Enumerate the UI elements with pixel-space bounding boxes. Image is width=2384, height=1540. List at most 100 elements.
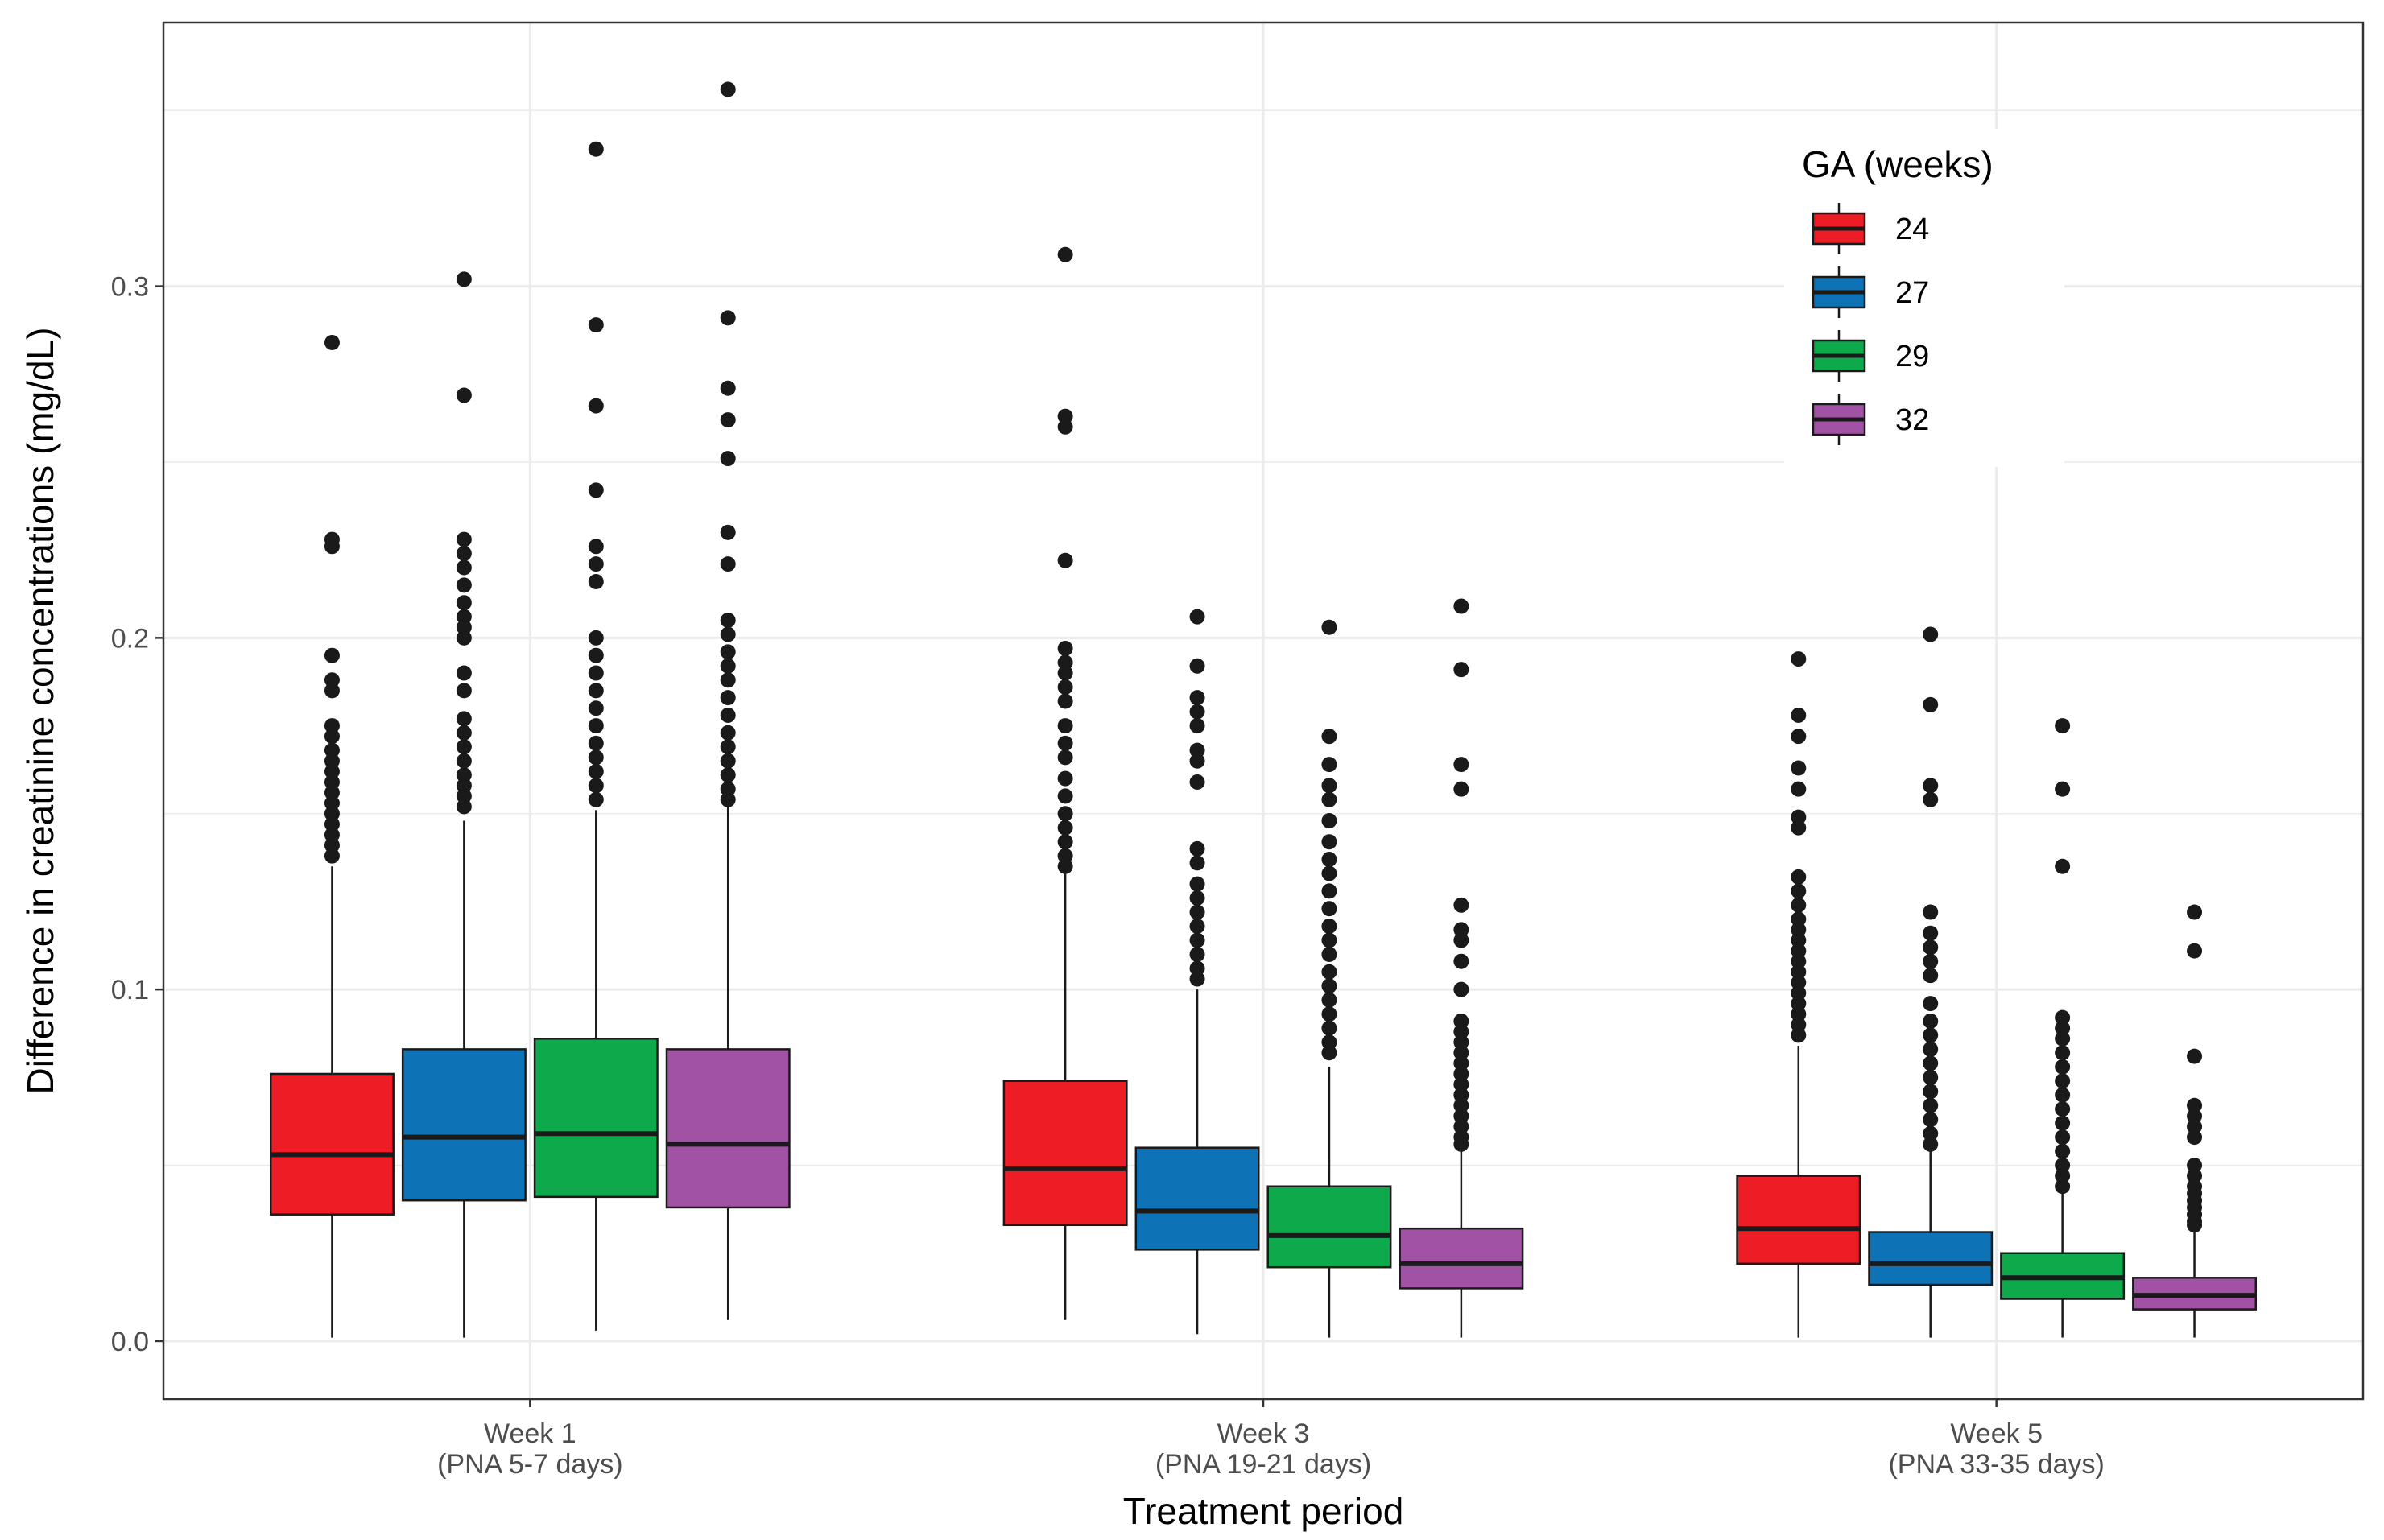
outlier-point (720, 753, 736, 769)
outlier-point (2055, 1115, 2071, 1131)
outlier-point (1057, 654, 1073, 671)
x-tick-label-subline: (PNA 33-35 days) (1888, 1449, 2104, 1480)
y-tick-label: 0.0 (111, 1327, 149, 1357)
outlier-point (1453, 953, 1469, 969)
outlier-point (720, 81, 736, 97)
outlier-point (1189, 718, 1205, 734)
outlier-point (588, 539, 604, 555)
outlier-point (588, 778, 604, 794)
outlier-point (456, 387, 472, 403)
outlier-point (2055, 1101, 2071, 1117)
outlier-point (1057, 665, 1073, 681)
outlier-point (1791, 781, 1807, 797)
outlier-point (456, 577, 472, 593)
outlier-point (1321, 834, 1337, 850)
outlier-point (588, 718, 604, 734)
outlier-point (1321, 978, 1337, 994)
outlier-point (1453, 1013, 1469, 1029)
outlier-point (1189, 960, 1205, 976)
outlier-point (1923, 968, 1939, 984)
outlier-point (720, 412, 736, 428)
box-series-24-category-2 (1002, 246, 1128, 1320)
outlier-point (1057, 679, 1073, 696)
outlier-point (1189, 946, 1205, 962)
outlier-point (1321, 729, 1337, 745)
outlier-point (456, 665, 472, 681)
outlier-point (1057, 834, 1073, 850)
y-tick-label: 0.3 (111, 272, 149, 303)
legend-item-27: 27 (1812, 266, 1929, 318)
outlier-point (1057, 806, 1073, 822)
outlier-point (588, 735, 604, 751)
outlier-point (1453, 598, 1469, 614)
outlier-point (1791, 820, 1807, 836)
box-series-29-category-2 (1266, 619, 1392, 1338)
outlier-point (1057, 848, 1073, 864)
outlier-point (1321, 946, 1337, 962)
outlier-point (588, 317, 604, 333)
outlier-point (1791, 1006, 1807, 1022)
outlier-point (1321, 852, 1337, 868)
outlier-point (456, 546, 472, 562)
legend-item-24: 24 (1812, 203, 1929, 254)
outlier-point (1057, 419, 1073, 435)
outlier-point (1321, 1034, 1337, 1051)
outlier-point (720, 707, 736, 723)
box-series-29-category-1 (533, 141, 659, 1331)
outlier-point (2187, 1168, 2203, 1184)
outlier-point (1453, 897, 1469, 913)
outlier-point (2187, 1158, 2203, 1174)
outlier-point (1057, 820, 1073, 836)
box-iqr (1002, 1080, 1128, 1227)
legend-label: 29 (1895, 340, 1929, 374)
outlier-point (588, 700, 604, 716)
y-tick-label: 0.2 (111, 623, 149, 654)
outlier-point (1791, 964, 1807, 980)
outlier-point (2055, 781, 2071, 797)
outlier-point (1057, 770, 1073, 787)
outlier-point (588, 647, 604, 663)
outlier-point (1923, 1112, 1939, 1128)
outlier-point (720, 725, 736, 741)
outlier-point (456, 725, 472, 741)
outlier-point (1791, 932, 1807, 948)
x-axis-title: Treatment period (1123, 1490, 1404, 1532)
outlier-point (1923, 696, 1939, 712)
x-tick-label-subline: (PNA 19-21 days) (1155, 1449, 1371, 1480)
y-tick-label: 0.1 (111, 975, 149, 1005)
outlier-point (1057, 735, 1073, 751)
legend-title: GA (weeks) (1802, 143, 1994, 185)
outlier-point (1453, 662, 1469, 678)
outlier-point (1453, 981, 1469, 997)
outlier-point (1453, 1076, 1469, 1092)
outlier-point (1057, 408, 1073, 424)
outlier-point (720, 781, 736, 797)
box-plot-series (269, 81, 2258, 1338)
outlier-point (1923, 791, 1939, 807)
outlier-point (1923, 1041, 1939, 1057)
outlier-point (324, 647, 340, 663)
outlier-point (720, 380, 736, 396)
outlier-point (1189, 742, 1205, 758)
box-series-27-category-1 (401, 271, 527, 1338)
outlier-point (720, 613, 736, 629)
outlier-point (1453, 757, 1469, 773)
outlier-point (2187, 1048, 2203, 1064)
x-tick-label: Week 1 (484, 1418, 576, 1449)
outlier-point (1791, 996, 1807, 1012)
outlier-point (456, 753, 472, 769)
outlier-point (1791, 1027, 1807, 1043)
outlier-point (1057, 749, 1073, 766)
outlier-point (2055, 1158, 2071, 1174)
outlier-point (588, 791, 604, 807)
outlier-point (720, 690, 736, 706)
outlier-point (324, 837, 340, 853)
outlier-point (1923, 778, 1939, 794)
outlier-point (1321, 1045, 1337, 1061)
outlier-point (2187, 1129, 2203, 1146)
outlier-point (2187, 1118, 2203, 1134)
outlier-point (1189, 704, 1205, 720)
outlier-point (1453, 922, 1469, 938)
outlier-point (720, 672, 736, 688)
outlier-point (1189, 774, 1205, 790)
